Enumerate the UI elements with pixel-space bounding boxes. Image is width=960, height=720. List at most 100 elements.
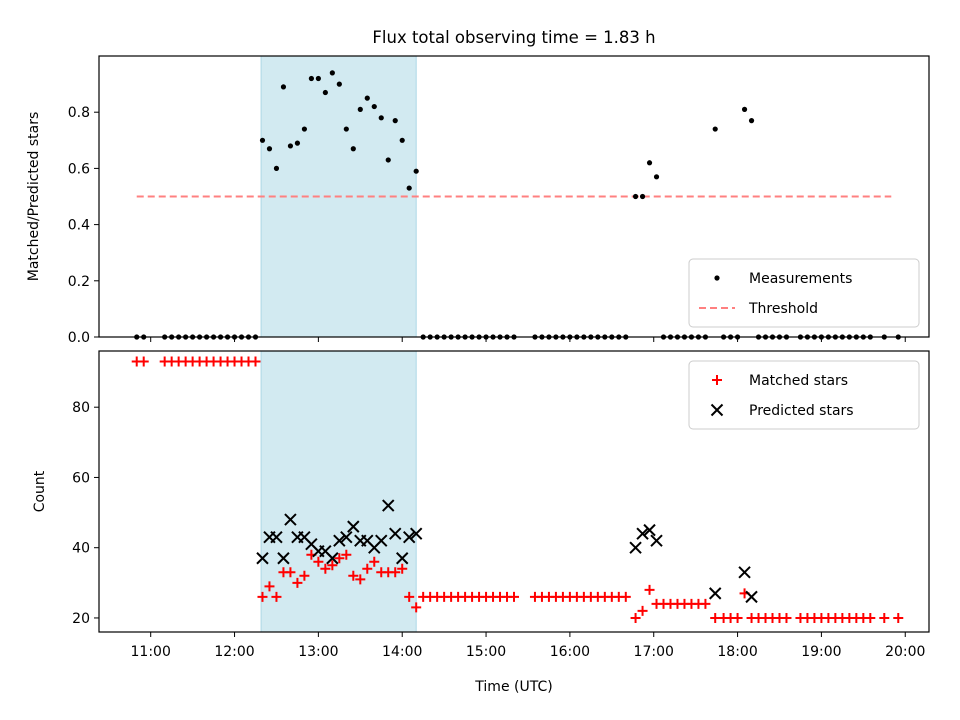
bottom-panel: 20 40 60 80 11:00 12:00 13:00 14:00 15:00 16:00 1…	[32, 350, 930, 695]
x-tick-label: 13:00	[298, 644, 338, 660]
legend-label: Matched stars	[749, 373, 848, 389]
top-series-dot	[134, 70, 901, 340]
x-tick-label: 12:00	[214, 644, 254, 660]
bottom-y-axis-label: Count	[32, 470, 48, 512]
data-point	[406, 185, 412, 191]
data-point	[399, 137, 405, 143]
data-point	[280, 84, 287, 90]
x-tick-label: 17:00	[634, 644, 674, 660]
x-tick-label: 20:00	[885, 644, 925, 660]
data-point	[256, 552, 269, 565]
data-point	[413, 168, 419, 174]
data-point	[411, 602, 422, 613]
data-point	[745, 590, 758, 604]
data-point	[378, 115, 384, 121]
y-tick-label: 0.6	[68, 161, 90, 177]
data-point	[700, 598, 711, 609]
data-point	[709, 587, 722, 600]
data-point	[327, 560, 338, 571]
data-point	[369, 556, 380, 567]
legend-label: Measurements	[749, 271, 852, 287]
bottom-axes-frame	[98, 350, 930, 633]
x-tick-label: 11:00	[131, 644, 171, 660]
data-point	[348, 570, 359, 581]
data-point	[389, 527, 402, 540]
data-point	[285, 567, 296, 578]
x-tick-label: 15:00	[466, 644, 506, 660]
data-point	[329, 70, 335, 76]
data-point	[364, 95, 370, 101]
legend-marker	[710, 403, 724, 417]
data-point	[396, 552, 409, 565]
data-point	[350, 146, 356, 152]
data-point	[273, 165, 280, 171]
data-point	[250, 356, 261, 367]
data-point	[287, 143, 294, 149]
x-tick-label: 14:00	[382, 644, 422, 660]
data-point	[371, 103, 377, 110]
chart-title: Flux total observing time = 1.83 h	[372, 28, 655, 47]
data-point	[259, 137, 266, 143]
data-point	[326, 552, 339, 565]
top-axes-frame	[98, 55, 930, 338]
data-point	[294, 140, 301, 146]
data-point	[738, 566, 751, 579]
data-point	[299, 570, 310, 581]
bottom-series-plus	[131, 356, 904, 623]
data-point	[390, 567, 401, 578]
data-point	[402, 530, 416, 544]
top-panel: 0.0 0.2 0.4 0.6 0.8 Flux total observing tim…	[26, 28, 930, 346]
y-tick-label: 80	[72, 400, 90, 416]
data-point	[409, 527, 423, 540]
data-point	[277, 552, 290, 565]
data-point	[748, 118, 755, 124]
data-point	[710, 612, 721, 623]
top-y-axis-label: Matched/Predicted stars	[26, 112, 42, 282]
x-tick-label: 19:00	[801, 644, 841, 660]
data-point	[340, 530, 353, 544]
data-point	[257, 591, 268, 602]
data-point	[270, 530, 283, 544]
legend-marker	[714, 275, 720, 281]
data-point	[629, 541, 642, 554]
data-point	[643, 523, 656, 537]
y-tick-label: 0.8	[68, 105, 90, 121]
bottom-series-x	[256, 499, 758, 604]
data-point	[375, 534, 388, 547]
data-point	[653, 174, 660, 180]
data-point	[650, 534, 663, 547]
y-tick-label: 20	[72, 611, 90, 627]
data-point	[404, 591, 415, 602]
data-point	[341, 549, 352, 560]
data-point	[266, 146, 273, 152]
data-point	[630, 612, 641, 623]
data-point	[362, 563, 373, 574]
bottom-legend-box	[688, 360, 920, 430]
data-point	[781, 612, 792, 623]
y-tick-label: 60	[72, 470, 90, 486]
data-point	[712, 126, 718, 132]
data-point	[315, 75, 321, 82]
y-tick-label: 0.0	[68, 330, 90, 346]
y-tick-label: 40	[72, 541, 90, 557]
data-point	[343, 126, 349, 132]
data-point	[397, 563, 408, 574]
data-point	[308, 75, 314, 82]
data-point	[347, 520, 360, 533]
y-tick-label: 0.4	[68, 218, 90, 234]
data-point	[620, 591, 631, 602]
data-point	[644, 584, 655, 595]
x-tick-label: 18:00	[717, 644, 757, 660]
bottom-highlight-span	[260, 350, 417, 633]
data-point	[637, 605, 648, 616]
data-point	[509, 591, 519, 602]
data-point	[313, 556, 324, 567]
data-point	[322, 89, 328, 96]
top-legend-box	[688, 258, 920, 328]
data-point	[334, 553, 345, 564]
data-point	[271, 591, 282, 602]
legend-label: Threshold	[748, 301, 818, 317]
data-point	[732, 612, 743, 623]
x-tick-label: 16:00	[550, 644, 590, 660]
